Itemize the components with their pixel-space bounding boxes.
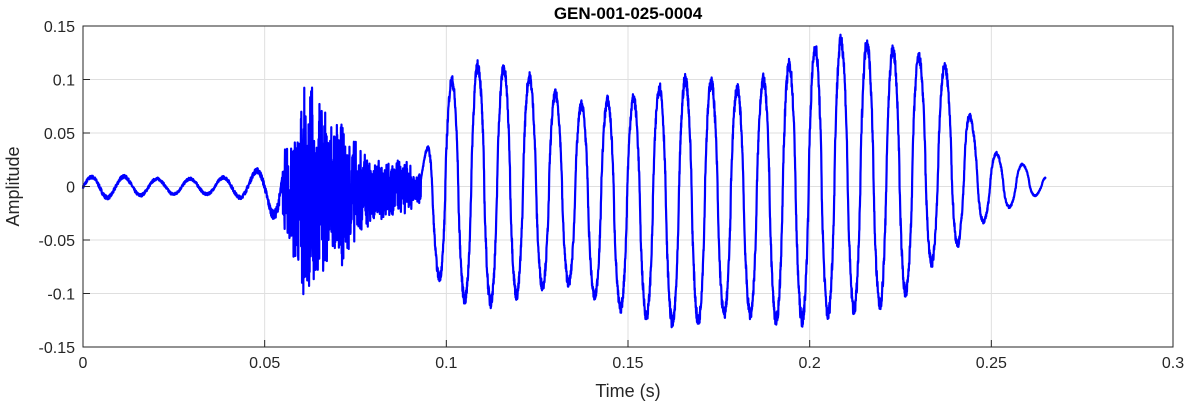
x-tick-label: 0.3 xyxy=(1162,355,1184,372)
plot-area xyxy=(81,33,1047,329)
x-tick-label: 0.2 xyxy=(799,355,821,372)
x-tick-label: 0.05 xyxy=(249,355,280,372)
signal-series-line xyxy=(81,33,1047,329)
chart-title: GEN-001-025-0004 xyxy=(554,4,703,23)
y-axis-label: Amplitude xyxy=(3,146,23,226)
y-tick-label: 0.05 xyxy=(44,126,75,143)
y-tick-label: 0 xyxy=(66,180,75,197)
y-tick-label: -0.1 xyxy=(47,287,75,304)
y-tick-label: 0.15 xyxy=(44,19,75,36)
x-axis: 0 0.05 0.1 0.15 0.2 0.25 0.3 xyxy=(79,340,1184,372)
x-tick-label: 0.1 xyxy=(435,355,457,372)
y-tick-label: 0.1 xyxy=(53,73,75,90)
y-tick-label: -0.05 xyxy=(39,233,76,250)
x-tick-label: 0.25 xyxy=(976,355,1007,372)
x-tick-label: 0.15 xyxy=(612,355,643,372)
y-tick-label: -0.15 xyxy=(39,340,76,357)
x-axis-label: Time (s) xyxy=(595,381,660,401)
y-axis: -0.15 -0.1 -0.05 0 0.05 0.1 0.15 xyxy=(39,19,90,357)
x-tick-label: 0 xyxy=(79,355,88,372)
